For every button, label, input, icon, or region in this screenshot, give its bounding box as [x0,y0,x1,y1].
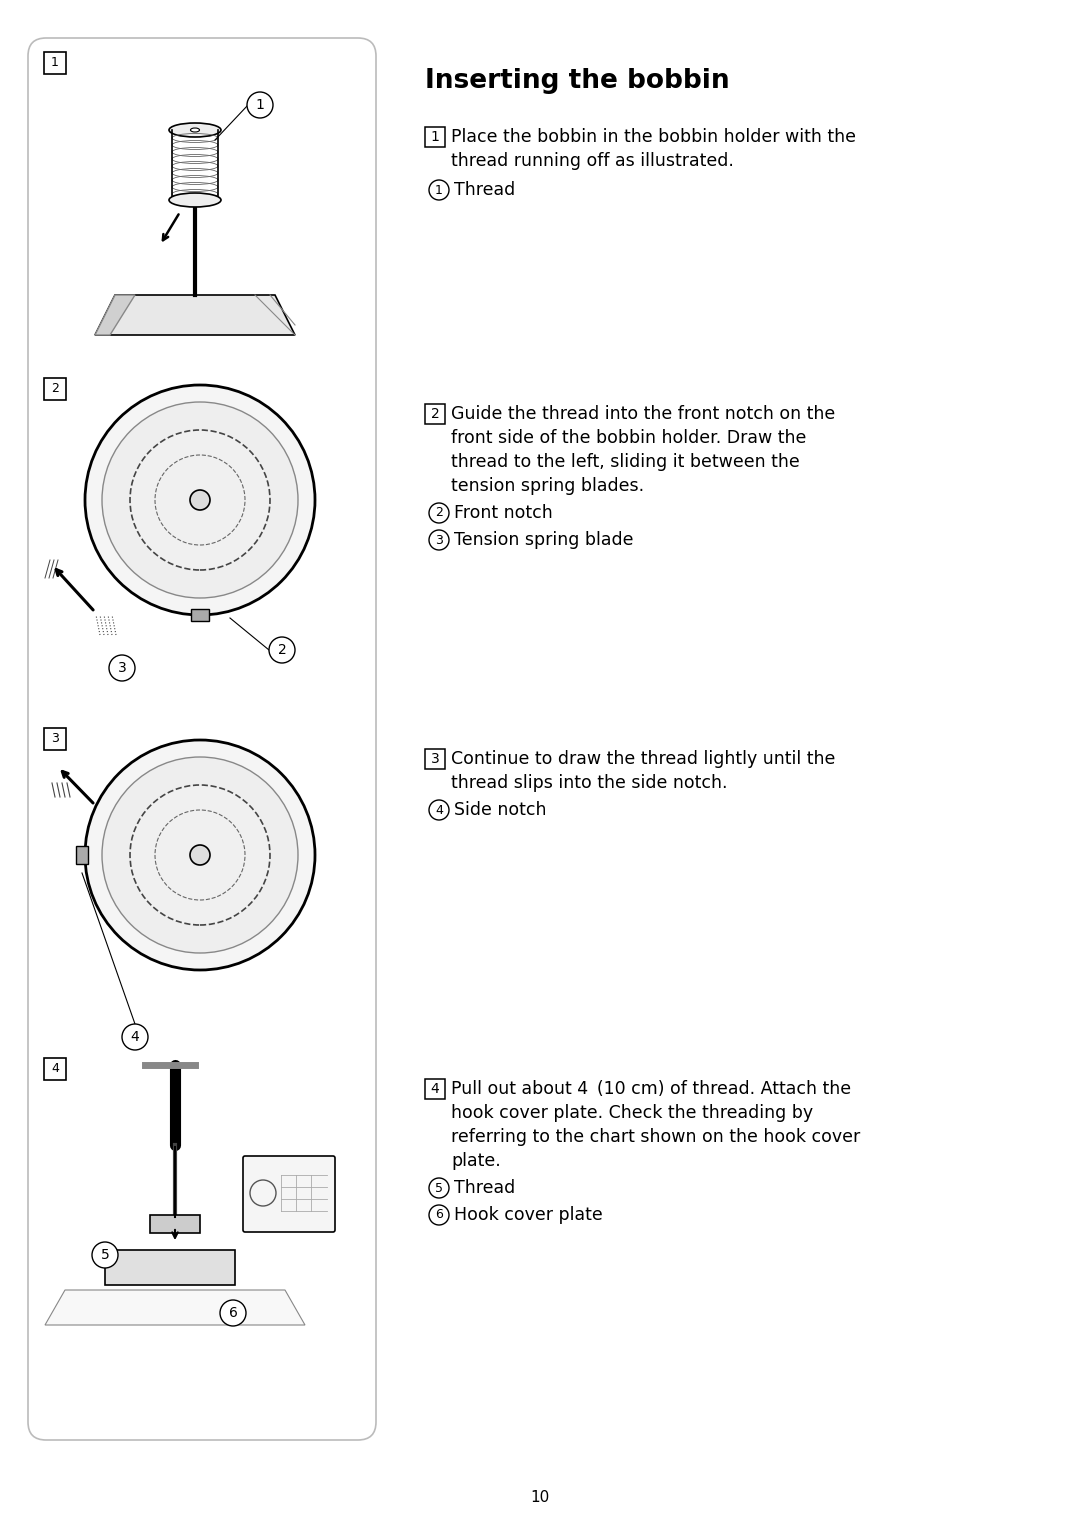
Text: 2: 2 [431,407,440,421]
Text: Thread: Thread [454,1180,515,1196]
Circle shape [122,1024,148,1050]
FancyBboxPatch shape [105,1250,235,1285]
Circle shape [247,92,273,118]
Circle shape [102,757,298,954]
Ellipse shape [168,192,221,208]
Text: 2: 2 [435,507,443,519]
FancyBboxPatch shape [44,1058,66,1080]
Text: thread slips into the side notch.: thread slips into the side notch. [451,774,728,792]
Circle shape [429,1178,449,1198]
Polygon shape [150,1215,200,1233]
Text: tension spring blades.: tension spring blades. [451,478,644,494]
Circle shape [429,800,449,819]
Text: referring to the chart shown on the hook cover: referring to the chart shown on the hook… [451,1128,861,1146]
Text: 3: 3 [431,752,440,766]
Text: hook cover plate. Check the threading by: hook cover plate. Check the threading by [451,1103,813,1122]
Circle shape [269,636,295,662]
Text: Hook cover plate: Hook cover plate [454,1206,603,1224]
Text: Inserting the bobbin: Inserting the bobbin [426,69,730,95]
Polygon shape [95,295,295,336]
Text: 1: 1 [435,183,443,197]
FancyBboxPatch shape [76,845,87,864]
Text: 1: 1 [256,98,265,111]
Text: 1: 1 [51,56,59,70]
FancyBboxPatch shape [44,378,66,400]
Text: front side of the bobbin holder. Draw the: front side of the bobbin holder. Draw th… [451,429,807,447]
Text: 4: 4 [51,1062,59,1076]
Circle shape [130,430,270,571]
Text: 1: 1 [431,130,440,143]
Text: Side notch: Side notch [454,801,546,819]
FancyBboxPatch shape [28,38,376,1441]
Text: 4: 4 [131,1030,139,1044]
Text: 4: 4 [435,804,443,816]
Text: 5: 5 [435,1181,443,1195]
Text: Place the bobbin in the bobbin holder with the: Place the bobbin in the bobbin holder wi… [451,128,856,146]
Circle shape [190,490,210,510]
Circle shape [130,784,270,925]
Text: 2: 2 [51,383,59,395]
FancyBboxPatch shape [426,749,445,769]
Text: 4: 4 [431,1082,440,1096]
FancyBboxPatch shape [44,52,66,73]
Ellipse shape [190,128,200,133]
Text: thread running off as illustrated.: thread running off as illustrated. [451,153,734,169]
Circle shape [85,385,315,615]
Text: 3: 3 [118,661,126,674]
Polygon shape [95,295,135,336]
Text: Front notch: Front notch [454,504,553,522]
FancyBboxPatch shape [426,127,445,146]
Circle shape [102,401,298,598]
Text: 10: 10 [530,1491,550,1506]
FancyBboxPatch shape [426,1079,445,1099]
Text: Continue to draw the thread lightly until the: Continue to draw the thread lightly unti… [451,749,835,768]
Circle shape [429,530,449,549]
Text: Thread: Thread [454,182,515,198]
Text: Pull out about 4 (10 cm) of thread. Attach the: Pull out about 4 (10 cm) of thread. Atta… [451,1080,851,1099]
Polygon shape [45,1289,305,1325]
Text: Tension spring blade: Tension spring blade [454,531,634,549]
Circle shape [92,1242,118,1268]
Circle shape [429,1206,449,1225]
Text: 5: 5 [100,1248,109,1262]
Text: 3: 3 [51,732,59,746]
Text: 6: 6 [229,1306,238,1320]
Text: plate.: plate. [451,1152,501,1170]
Circle shape [429,180,449,200]
Text: Guide the thread into the front notch on the: Guide the thread into the front notch on… [451,404,835,423]
FancyBboxPatch shape [426,404,445,424]
Circle shape [85,740,315,971]
Text: thread to the left, sliding it between the: thread to the left, sliding it between t… [451,453,800,472]
Text: 6: 6 [435,1209,443,1221]
Text: 3: 3 [435,534,443,546]
Ellipse shape [168,124,221,137]
FancyBboxPatch shape [191,609,210,621]
Circle shape [429,504,449,523]
Circle shape [190,845,210,865]
FancyBboxPatch shape [44,728,66,749]
FancyBboxPatch shape [243,1157,335,1231]
Circle shape [109,655,135,681]
Text: 2: 2 [278,642,286,658]
Circle shape [220,1300,246,1326]
